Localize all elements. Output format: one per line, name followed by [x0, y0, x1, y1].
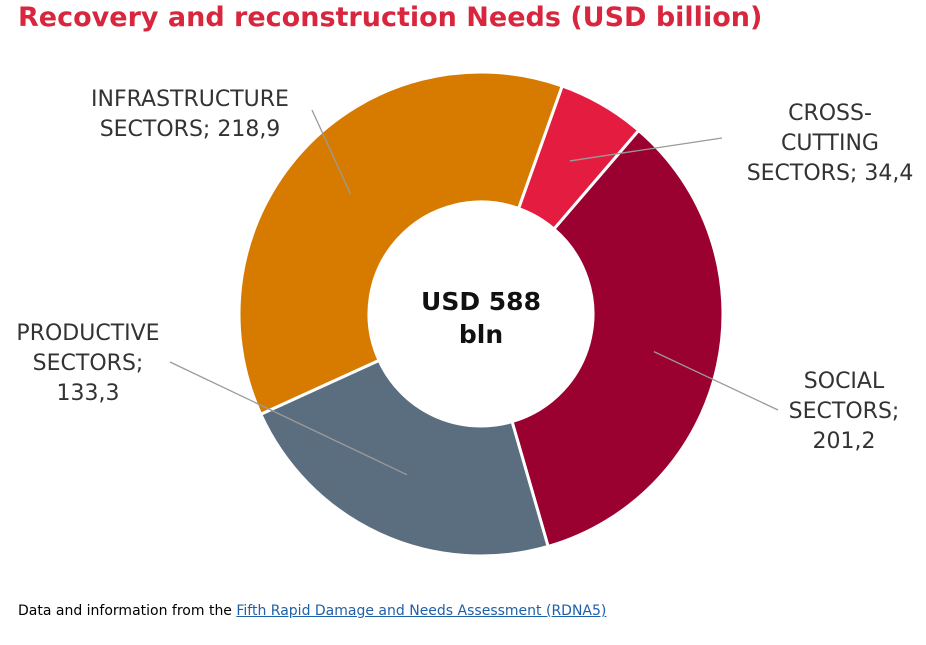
slice-label-cross-cutting: CROSS-CUTTING SECTORS; 34,4: [747, 101, 914, 186]
slice-label-productive: PRODUCTIVE SECTORS; 133,3: [16, 321, 159, 406]
leader-line-social: [653, 351, 779, 411]
leader-line-cross-cutting: [569, 137, 723, 162]
slice-infrastructure: [237, 70, 565, 417]
slice-productive: [258, 358, 550, 558]
center-total-label: USD 588 bln: [421, 287, 541, 349]
slice-label-social: SOCIAL SECTORS; 201,2: [789, 369, 900, 454]
source-prefix: Data and information from the: [18, 603, 237, 619]
chart-title: Recovery and reconstruction Needs (USD b…: [18, 2, 763, 33]
slice-label-infrastructure: INFRASTRUCTURE SECTORS; 218,9: [91, 87, 289, 142]
source-link[interactable]: Fifth Rapid Damage and Needs Assessment …: [236, 603, 607, 619]
donut-chart: CROSS-CUTTING SECTORS; 34,4 SOCIAL SECTORS;…: [16, 70, 914, 558]
leader-line-productive: [169, 361, 408, 476]
slice-social: [510, 128, 725, 549]
source-note: Data and information from the Fifth Rapi…: [18, 603, 606, 619]
leader-line-infrastructure: [311, 109, 352, 195]
